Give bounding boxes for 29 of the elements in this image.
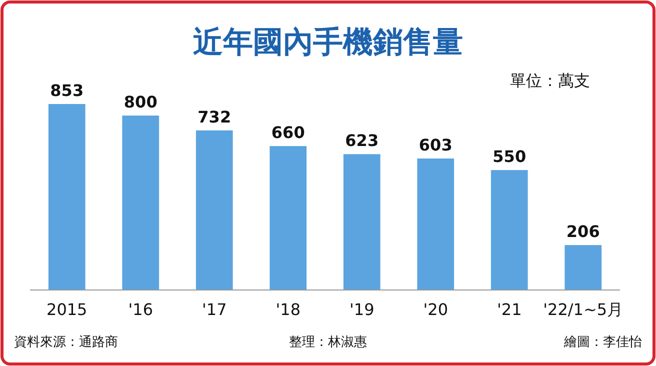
text: 整理：林淑惠 <box>289 335 367 350</box>
x-tick-label: '17 <box>202 300 227 319</box>
text: 繪圖：李佳怡 <box>563 335 642 350</box>
x-tick-label: '20 <box>423 300 448 319</box>
x-tick-label: '16 <box>128 300 154 319</box>
bar <box>48 104 86 290</box>
data-label: 660 <box>271 123 305 142</box>
chart-title: 近年國內手機銷售量 <box>193 25 463 60</box>
x-tick-label: 2015 <box>46 300 88 319</box>
data-label: 732 <box>198 107 232 126</box>
x-tick-label: '21 <box>496 300 522 319</box>
x-tick-label: '19 <box>349 300 374 319</box>
source-note: 資料來源：通路商 <box>14 335 118 350</box>
bar <box>490 170 528 290</box>
data-label: 603 <box>418 136 452 155</box>
data-label: 206 <box>566 222 600 242</box>
data-label: 853 <box>50 81 84 100</box>
data-label: 623 <box>345 131 379 150</box>
bar <box>343 154 380 290</box>
data-label: 550 <box>492 147 526 166</box>
bar <box>196 130 233 290</box>
data-label: 800 <box>124 92 158 112</box>
bar <box>417 158 454 290</box>
bar <box>270 146 307 290</box>
chart-subtitle: 單位：萬支 <box>510 71 590 90</box>
bar <box>122 116 160 290</box>
x-tick-label: '22/1~5月 <box>543 300 624 319</box>
x-tick-label: '18 <box>276 300 301 319</box>
bar <box>564 245 602 290</box>
